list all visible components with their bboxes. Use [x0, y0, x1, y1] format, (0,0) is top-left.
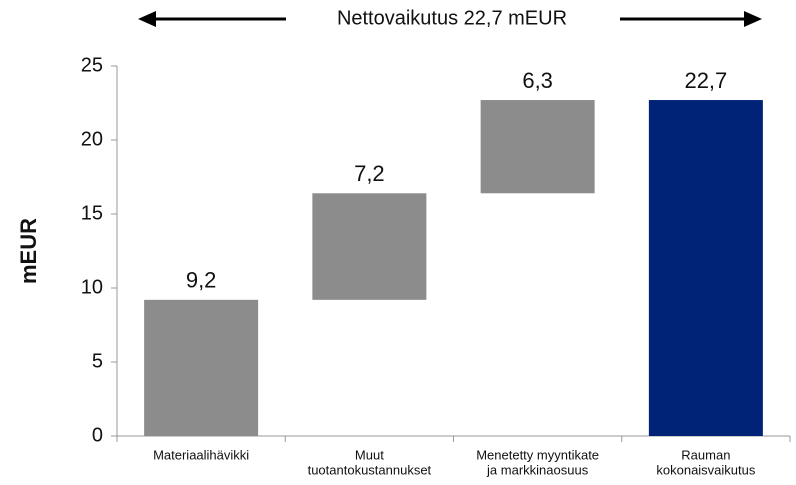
y-tick-label: 5 — [92, 350, 103, 372]
y-tick-label: 20 — [81, 128, 103, 150]
y-tick-label: 10 — [81, 276, 103, 298]
bar — [480, 100, 595, 194]
y-tick-label: 15 — [81, 202, 103, 224]
bar — [144, 299, 259, 436]
x-tick-label: tuotantokustannukset — [308, 462, 432, 477]
value-label: 6,3 — [522, 68, 553, 93]
x-tick-label: Menetetty myyntikate — [476, 447, 599, 462]
value-label: 22,7 — [684, 68, 727, 93]
value-label: 7,2 — [354, 161, 385, 186]
x-tick-label: kokonaisvaikutus — [656, 462, 755, 477]
y-tick-label: 0 — [92, 424, 103, 446]
x-tick-label: Rauman — [681, 447, 730, 462]
bar — [648, 100, 763, 436]
value-label: 9,2 — [186, 268, 217, 293]
annotation: Nettovaikutus 22,7 mEUR — [337, 7, 567, 29]
arrow-right — [620, 11, 762, 27]
x-tick-label: ja markkinaosuus — [486, 462, 589, 477]
y-axis-label: mEUR — [16, 218, 41, 284]
y-tick-label: 25 — [81, 54, 103, 76]
arrow-left — [138, 11, 286, 27]
bar — [312, 193, 427, 300]
x-tick-label: Materiaalihävikki — [153, 447, 249, 462]
x-tick-label: Muut — [355, 447, 384, 462]
